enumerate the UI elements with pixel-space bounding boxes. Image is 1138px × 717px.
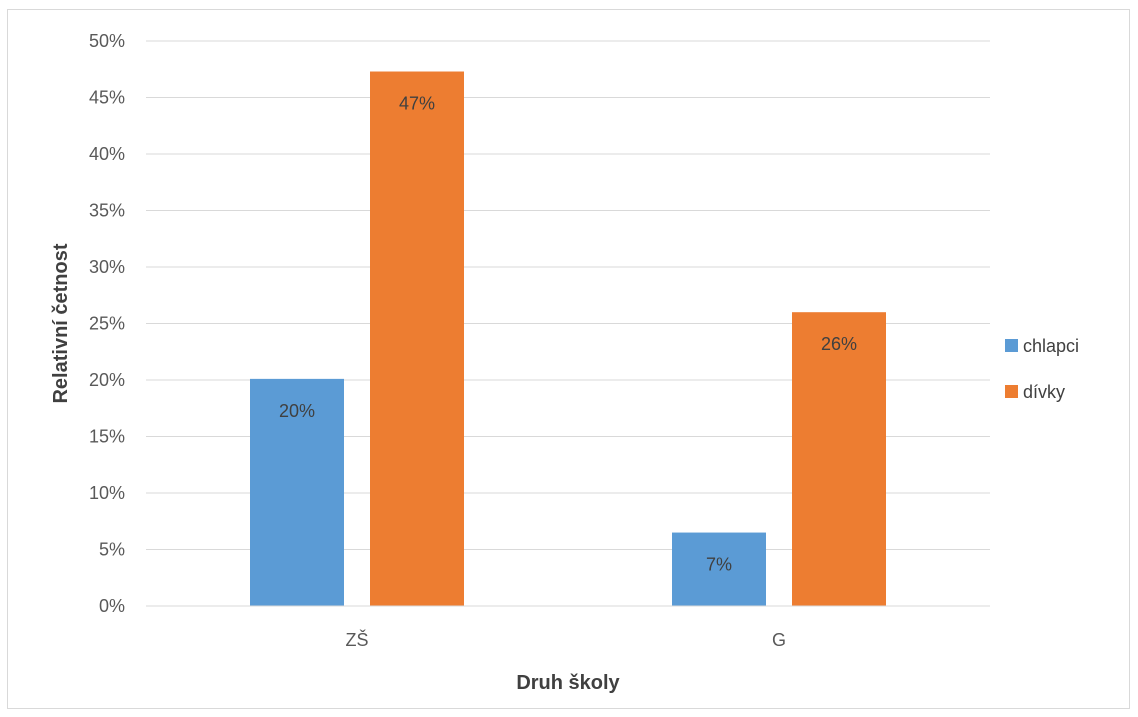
y-tick-label: 50% — [89, 31, 125, 51]
y-axis-ticks: 0% 5% 10% 15% 20% 25% 30% 35% 40% 45% 50% — [89, 31, 125, 616]
data-label: 26% — [821, 334, 857, 354]
chart-frame — [7, 9, 1130, 709]
legend-label-chlapci: chlapci — [1023, 336, 1079, 356]
legend-swatch-dívky — [1005, 385, 1018, 398]
data-label: 47% — [399, 94, 435, 114]
y-tick-label: 0% — [99, 596, 125, 616]
y-tick-label: 25% — [89, 314, 125, 334]
bar-dívky-G — [792, 312, 886, 606]
y-tick-label: 45% — [89, 88, 125, 108]
y-tick-label: 5% — [99, 540, 125, 560]
x-tick-label: ZŠ — [345, 629, 368, 650]
legend-swatch-chlapci — [1005, 339, 1018, 352]
data-label: 20% — [279, 401, 315, 421]
y-tick-label: 10% — [89, 483, 125, 503]
data-labels: 20% 47% 7% 26% — [279, 94, 857, 575]
bars — [250, 71, 886, 606]
x-axis-title: Druh školy — [516, 672, 620, 694]
x-axis-ticks: ZŠ G — [345, 629, 786, 650]
bar-chlapci-G — [672, 532, 766, 606]
x-tick-label: G — [772, 630, 786, 650]
y-tick-label: 15% — [89, 427, 125, 447]
y-tick-label: 20% — [89, 370, 125, 390]
data-label: 7% — [706, 555, 732, 575]
legend-label-dívky: dívky — [1023, 382, 1065, 402]
y-axis-title: Relativní četnost — [50, 243, 72, 403]
y-tick-label: 35% — [89, 201, 125, 221]
legend: chlapci dívky — [1005, 336, 1079, 402]
y-tick-label: 30% — [89, 257, 125, 277]
bar-dívky-ZŠ — [370, 71, 464, 606]
bar-chlapci-ZŠ — [250, 378, 344, 606]
y-tick-label: 40% — [89, 144, 125, 164]
